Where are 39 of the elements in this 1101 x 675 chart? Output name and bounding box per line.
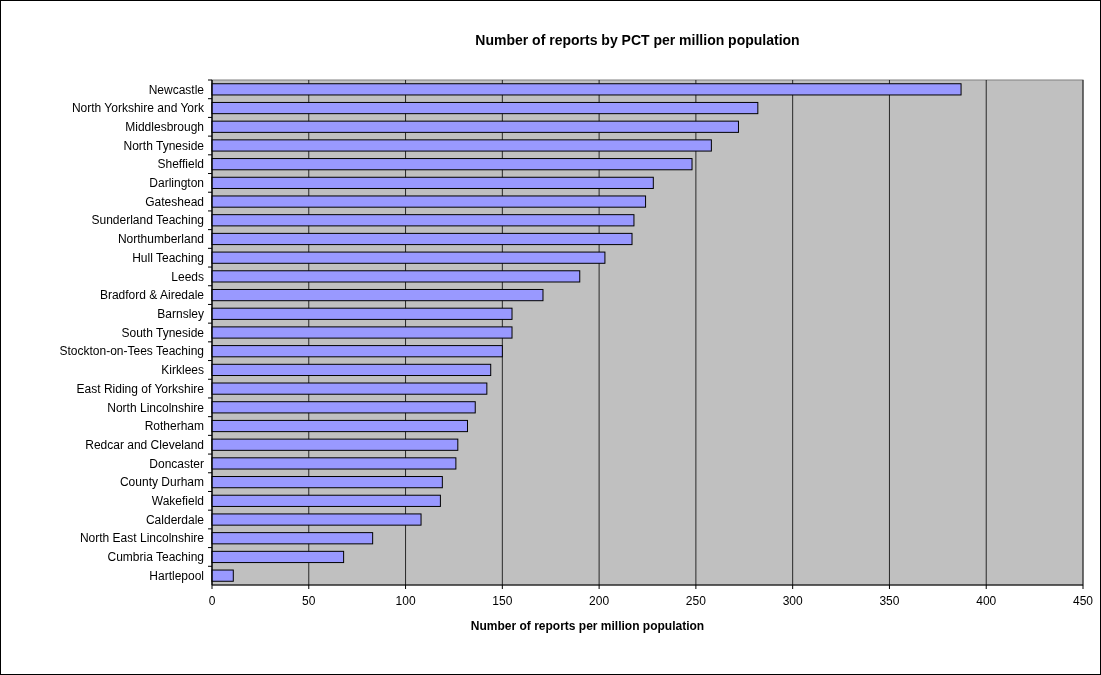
y-tick-label: County Durham: [119, 475, 204, 490]
y-tick-label: Calderdale: [145, 512, 205, 527]
x-tick-label: 350: [879, 594, 900, 608]
x-tick-label: 0: [208, 594, 216, 608]
x-tick-label: 50: [302, 594, 316, 608]
y-tick-label: Wakefield: [151, 494, 204, 509]
y-tick-label: Redcar and Cleveland: [85, 437, 204, 452]
y-tick-label: North Yorkshire and York: [71, 101, 205, 116]
x-tick-label: 450: [1072, 594, 1094, 608]
x-tick-label: 150: [492, 594, 513, 608]
x-tick-label: 200: [589, 594, 610, 608]
y-tick-label: East Riding of Yorkshire: [76, 381, 205, 396]
y-tick-label: Hartlepool: [149, 568, 204, 583]
y-tick-label: Leeds: [171, 269, 204, 284]
x-tick-label: 100: [395, 594, 416, 608]
y-tick-label: North East Lincolnshire: [79, 531, 205, 546]
y-tick-label: North Tyneside: [123, 138, 205, 153]
x-tick-label: 300: [782, 594, 803, 608]
y-tick-label: Kirklees: [161, 363, 204, 378]
y-tick-label: Newcastle: [148, 82, 205, 97]
y-tick-label: Rotherham: [144, 419, 204, 434]
x-tick-label: 400: [976, 594, 997, 608]
y-tick-label: Sunderland Teaching: [91, 213, 204, 228]
y-tick-label: Doncaster: [149, 456, 204, 471]
x-axis-title: Number of reports per million population: [470, 619, 705, 633]
y-tick-label: Northumberland: [117, 232, 204, 247]
x-tick-label: 250: [685, 594, 707, 608]
y-tick-label: North Lincolnshire: [107, 400, 205, 415]
y-tick-label: Bradford & Airedale: [99, 288, 205, 303]
chart-title: Number of reports by PCT per million population: [475, 32, 800, 48]
y-tick-label: Hull Teaching: [132, 250, 204, 265]
y-tick-label: Darlington: [149, 176, 204, 191]
y-tick-label: Gateshead: [145, 194, 204, 209]
y-tick-label: Middlesbrough: [125, 119, 204, 134]
y-tick-label: South Tyneside: [121, 325, 205, 340]
y-tick-label: Stockton-on-Tees Teaching: [59, 344, 204, 359]
y-tick-label: Cumbria Teaching: [107, 550, 204, 565]
y-tick-label: Barnsley: [157, 307, 204, 321]
y-tick-label: Sheffield: [157, 157, 204, 172]
